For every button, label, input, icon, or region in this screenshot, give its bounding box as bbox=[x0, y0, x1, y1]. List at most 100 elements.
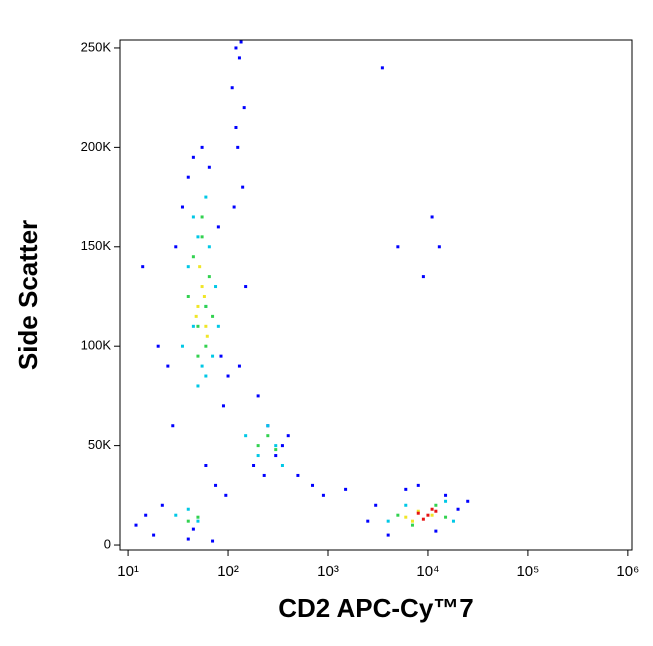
point bbox=[396, 245, 400, 249]
point bbox=[274, 448, 278, 452]
point bbox=[191, 155, 195, 159]
point bbox=[234, 125, 238, 129]
point bbox=[204, 304, 208, 308]
point bbox=[416, 509, 420, 513]
x-tick-label: 10² bbox=[217, 563, 239, 580]
point bbox=[274, 444, 278, 448]
point bbox=[196, 515, 200, 519]
point bbox=[380, 66, 384, 70]
point bbox=[180, 344, 184, 348]
point bbox=[174, 245, 178, 249]
y-tick-label: 150K bbox=[81, 238, 112, 253]
point bbox=[256, 444, 260, 448]
y-axis-title: Side Scatter bbox=[13, 220, 43, 370]
point bbox=[286, 434, 290, 438]
point bbox=[194, 314, 198, 318]
point bbox=[200, 364, 204, 368]
point bbox=[280, 463, 284, 467]
point bbox=[180, 205, 184, 209]
point bbox=[171, 424, 175, 428]
point bbox=[200, 145, 204, 149]
point bbox=[224, 493, 228, 497]
point bbox=[237, 364, 241, 368]
point bbox=[204, 324, 208, 328]
point bbox=[237, 56, 241, 60]
point bbox=[416, 483, 420, 487]
point bbox=[204, 195, 208, 199]
point bbox=[256, 394, 260, 398]
y-tick-label: 100K bbox=[81, 338, 112, 353]
point bbox=[266, 424, 270, 428]
point bbox=[211, 354, 215, 358]
point bbox=[174, 513, 178, 517]
point bbox=[374, 503, 378, 507]
point bbox=[207, 245, 211, 249]
point bbox=[244, 285, 248, 289]
point bbox=[434, 509, 438, 513]
point bbox=[266, 434, 270, 438]
point bbox=[404, 515, 408, 519]
x-tick-label: 10⁵ bbox=[516, 563, 539, 580]
point bbox=[219, 354, 223, 358]
point bbox=[241, 185, 245, 189]
point bbox=[186, 537, 190, 541]
point bbox=[186, 519, 190, 523]
point bbox=[134, 523, 138, 527]
point bbox=[437, 245, 441, 249]
point bbox=[430, 215, 434, 219]
point bbox=[321, 493, 325, 497]
point bbox=[226, 374, 230, 378]
point bbox=[386, 519, 390, 523]
x-axis-title: CD2 APC-Cy™7 bbox=[278, 593, 474, 623]
point bbox=[311, 483, 315, 487]
point bbox=[196, 235, 200, 239]
point bbox=[230, 86, 234, 90]
y-tick-label: 0 bbox=[104, 536, 111, 551]
point bbox=[196, 354, 200, 358]
point bbox=[444, 515, 448, 519]
point bbox=[410, 519, 414, 523]
point bbox=[214, 285, 218, 289]
point bbox=[366, 519, 370, 523]
point bbox=[216, 324, 220, 328]
point bbox=[214, 483, 218, 487]
point bbox=[252, 463, 256, 467]
point bbox=[207, 165, 211, 169]
plot-frame bbox=[119, 39, 633, 551]
point bbox=[196, 519, 200, 523]
point bbox=[386, 533, 390, 537]
point bbox=[191, 215, 195, 219]
point bbox=[204, 344, 208, 348]
point bbox=[451, 519, 455, 523]
point bbox=[186, 175, 190, 179]
point bbox=[274, 454, 278, 458]
point bbox=[204, 374, 208, 378]
x-tick-label: 10⁶ bbox=[616, 563, 639, 580]
point bbox=[144, 513, 148, 517]
point bbox=[152, 533, 156, 537]
point bbox=[234, 46, 238, 50]
x-tick-label: 10¹ bbox=[117, 563, 139, 580]
point bbox=[421, 275, 425, 279]
point bbox=[186, 294, 190, 298]
point bbox=[196, 304, 200, 308]
x-tick-label: 10⁴ bbox=[416, 563, 439, 580]
point bbox=[232, 205, 236, 209]
point bbox=[221, 404, 225, 408]
point bbox=[280, 444, 284, 448]
point bbox=[434, 503, 438, 507]
point bbox=[404, 487, 408, 491]
point bbox=[404, 503, 408, 507]
point bbox=[205, 334, 209, 338]
point bbox=[444, 493, 448, 497]
point bbox=[296, 473, 300, 477]
point bbox=[191, 527, 195, 531]
y-tick-label: 250K bbox=[81, 39, 112, 54]
point bbox=[200, 215, 204, 219]
point bbox=[396, 513, 400, 517]
point bbox=[410, 523, 414, 527]
point bbox=[242, 106, 246, 110]
point bbox=[456, 507, 460, 511]
point bbox=[204, 463, 208, 467]
